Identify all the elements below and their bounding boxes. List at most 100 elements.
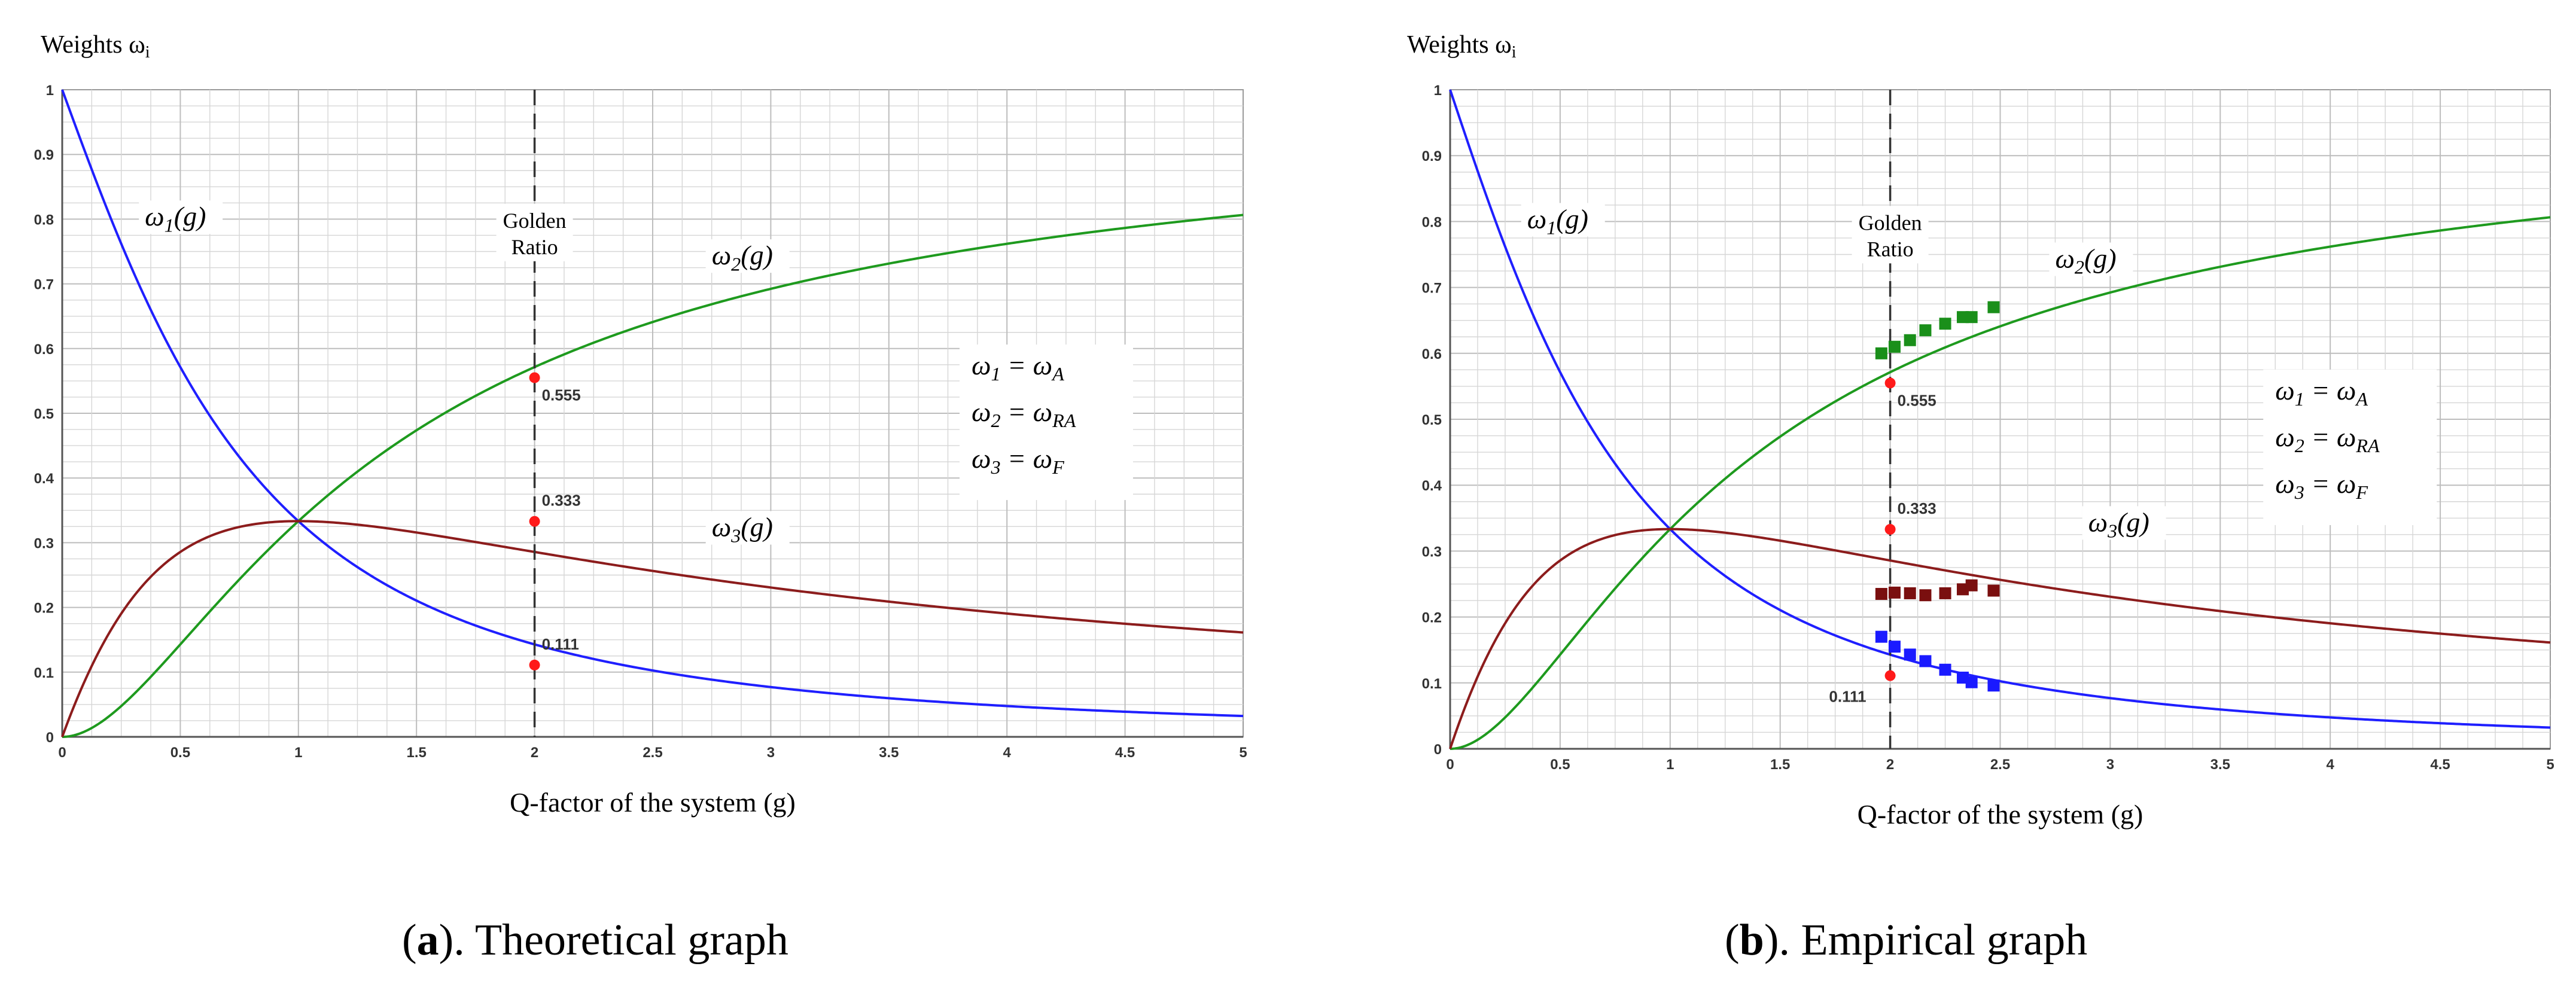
curve-label-w3-bg [705, 511, 790, 545]
legend-entry: ω3 = ωF [2275, 468, 2368, 503]
legend-bg [2263, 369, 2437, 525]
y-axis-label: Weights ωi [41, 31, 150, 62]
caption-theoretical: (a). Theoretical graph [402, 916, 788, 965]
y-tick-label: 0.1 [1422, 676, 1442, 692]
x-tick-label: 1.5 [407, 745, 427, 761]
legend-entry: ω1 = ωA [972, 350, 1064, 385]
empirical-point-w2 [1939, 318, 1951, 330]
legend-entry: ω2 = ωRA [2275, 422, 2380, 456]
x-tick-label: 1 [1666, 757, 1674, 773]
x-tick-label: 3 [767, 745, 775, 761]
x-axis-label: Q-factor of the system (g) [510, 787, 796, 818]
empirical-point-w3 [1888, 586, 1901, 599]
x-tick-label: 3 [2106, 757, 2114, 773]
golden-ratio-marker [529, 372, 540, 383]
y-tick-label: 1 [46, 83, 54, 99]
y-tick-label: 0.5 [1422, 412, 1442, 428]
empirical-point-w3 [1875, 588, 1887, 600]
empirical-point-w1 [1939, 663, 1951, 676]
caption-empirical: (b). Empirical graph [1725, 916, 2088, 965]
x-tick-label: 1.5 [1770, 757, 1790, 773]
golden-ratio-label: Golden [503, 209, 567, 233]
marker-value-label: 0.333 [542, 492, 581, 510]
x-tick-label: 0 [1446, 757, 1454, 773]
x-tick-label: 3.5 [2210, 757, 2230, 773]
legend-entry: ω3 = ωF [972, 443, 1064, 478]
x-tick-label: 0.5 [170, 745, 190, 761]
empirical-chart: 0 0.5 1 1.5 2 2.5 3 3.5 4 4.5 5 0 0.1 0.2 0.3 0.4 0.5 0.6… [1407, 31, 2554, 830]
golden-ratio-marker [529, 516, 540, 527]
curve-label-w3: ω3(g) [712, 512, 773, 547]
golden-ratio-label: Golden [1859, 211, 1922, 234]
curve-label-w1: ω1(g) [1527, 203, 1588, 238]
y-tick-label: 0.4 [1422, 478, 1442, 494]
y-tick-label: 0.6 [34, 342, 54, 358]
golden-ratio-marker [1884, 524, 1896, 535]
empirical-point-w3 [1919, 589, 1932, 602]
empirical-point-w2 [1919, 324, 1932, 337]
curve-label-w3: ω3(g) [2088, 507, 2149, 541]
curve-label-w2: ω2(g) [712, 240, 773, 275]
legend-entry: ω1 = ωA [2275, 375, 2368, 410]
empirical-point-w1 [1904, 648, 1916, 661]
marker-value-label: 0.111 [1829, 688, 1866, 706]
legend-entry: ω2 = ωRA [972, 397, 1076, 431]
x-tick-label: 0.5 [1550, 757, 1570, 773]
y-tick-label: 0.8 [34, 212, 54, 228]
golden-ratio-marker [529, 659, 540, 670]
empirical-point-w3 [1939, 587, 1951, 599]
curve-label-w2-bg [705, 239, 790, 273]
curve-label-w3-bg [2082, 506, 2166, 540]
x-tick-label: 1 [294, 745, 302, 761]
theoretical-chart: 0 0.5 1 1.5 2 2.5 3 3.5 4 4.5 5 0 0.1 0.2 0.3 0.4 0.5 0.6… [34, 31, 1247, 818]
y-tick-label: 1 [1434, 83, 1442, 99]
x-tick-label: 5 [1239, 745, 1247, 761]
empirical-point-w1 [1888, 641, 1901, 653]
marker-value-label: 0.111 [542, 635, 579, 653]
marker-value-label: 0.555 [542, 386, 581, 404]
x-tick-label: 3.5 [879, 745, 899, 761]
golden-ratio-label-bg [496, 203, 573, 261]
empirical-point-w3 [1904, 587, 1916, 599]
series-line-w2 [62, 214, 1244, 738]
y-tick-label: 0 [1434, 742, 1442, 758]
y-tick-label: 0.2 [34, 600, 54, 617]
y-tick-label: 0.3 [1422, 544, 1442, 560]
x-tick-label: 5 [2546, 757, 2554, 773]
x-tick-label: 2.5 [643, 745, 662, 761]
panel-theoretical: 0 0.5 1 1.5 2 2.5 3 3.5 4 4.5 5 0 0.1 0.2 0.3 0.4 0.5 0.6… [34, 31, 1247, 965]
x-tick-label: 4 [1003, 745, 1012, 761]
curve-label-w1-bg [139, 200, 223, 234]
golden-ratio-marker [1884, 377, 1896, 389]
x-tick-label: 4 [2327, 757, 2335, 773]
y-tick-label: 0.9 [34, 147, 54, 163]
empirical-point-w3 [1987, 584, 2000, 597]
y-tick-label: 0.3 [34, 535, 54, 551]
series-line-w2 [1450, 216, 2551, 750]
golden-ratio-label: Ratio [511, 235, 558, 259]
golden-ratio-marker [1884, 670, 1896, 681]
series-line-w3 [61, 520, 1244, 737]
empirical-point-w1 [1875, 630, 1887, 643]
marker-value-label: 0.555 [1898, 391, 1936, 409]
y-tick-label: 0.1 [34, 665, 54, 681]
series-line-w1 [61, 89, 1244, 718]
legend-bg [959, 345, 1133, 501]
empirical-point-w2 [1904, 334, 1916, 346]
x-tick-label: 4.5 [1115, 745, 1135, 761]
curve-label-w1: ω1(g) [145, 201, 206, 236]
y-tick-label: 0.7 [1422, 281, 1442, 297]
x-tick-label: 2 [531, 745, 538, 761]
y-tick-label: 0 [46, 730, 54, 746]
series-line-w1 [1449, 89, 2551, 729]
y-tick-label: 0.4 [34, 471, 54, 487]
y-tick-label: 0.2 [1422, 610, 1442, 626]
y-tick-label: 0.6 [1422, 346, 1442, 362]
empirical-point-w2 [1875, 347, 1887, 359]
empirical-point-w2 [1987, 301, 2000, 313]
curve-label-w1-bg [1521, 203, 1605, 237]
y-tick-label: 0.7 [34, 277, 54, 293]
x-axis-label: Q-factor of the system (g) [1858, 799, 2143, 830]
series-line-w3 [1449, 528, 2551, 749]
empirical-point-w1 [1965, 676, 1978, 688]
